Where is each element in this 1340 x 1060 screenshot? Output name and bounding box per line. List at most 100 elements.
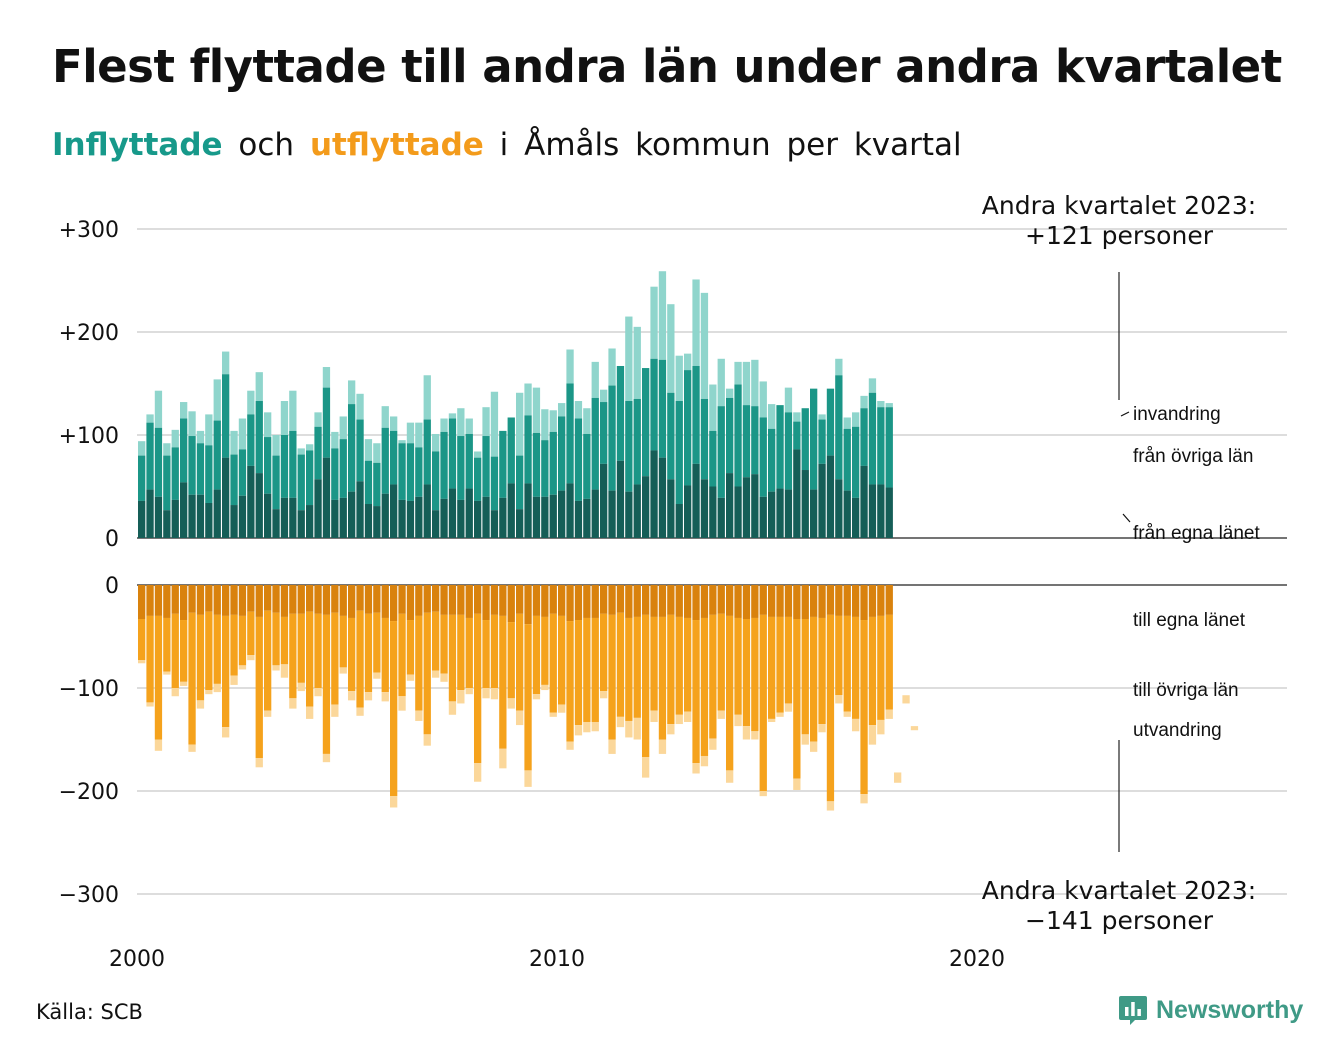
bar-in-own-county bbox=[373, 506, 381, 538]
bar-out-other-county bbox=[474, 613, 482, 764]
bar-out-emigration bbox=[692, 763, 700, 774]
bar-in-other-county bbox=[751, 406, 759, 475]
bar-in-other-county bbox=[163, 455, 171, 511]
bar-in-own-county bbox=[717, 497, 725, 538]
bar-in-immigration bbox=[726, 388, 734, 398]
bar-in-immigration bbox=[768, 404, 776, 429]
bar-out-other-county bbox=[583, 617, 591, 722]
series-label-in: invandring bbox=[1133, 404, 1221, 425]
bar-in-immigration bbox=[465, 418, 473, 434]
bar-in-immigration bbox=[524, 383, 532, 416]
bar-out-emigration bbox=[549, 712, 557, 717]
bar-in-immigration bbox=[255, 372, 263, 402]
bar-out-emigration bbox=[759, 791, 767, 797]
bar-in-own-county bbox=[600, 463, 608, 538]
bar-in-own-county bbox=[415, 496, 423, 538]
brand-logo[interactable]: Newsworthy bbox=[1118, 994, 1303, 1026]
bar-out-own-county bbox=[658, 585, 667, 617]
bar-in-immigration bbox=[457, 408, 465, 437]
bar-out-own-county bbox=[826, 585, 835, 615]
bar-out-own-county bbox=[549, 585, 557, 614]
bar-out-other-county bbox=[826, 614, 835, 802]
bar-in-other-county bbox=[700, 398, 709, 480]
bar-out-own-county bbox=[608, 585, 616, 615]
bar-in-own-county bbox=[381, 493, 389, 538]
bar-out-emigration bbox=[289, 698, 297, 709]
bar-in-immigration bbox=[583, 408, 591, 434]
bar-out-own-county bbox=[230, 585, 238, 615]
bar-out-emigration bbox=[751, 731, 759, 740]
bar-in-own-county bbox=[633, 484, 641, 538]
bar-out-other-county bbox=[793, 618, 801, 779]
bar-in-own-county bbox=[835, 479, 843, 538]
leader-line bbox=[1122, 513, 1131, 523]
bar-in-own-county bbox=[650, 450, 658, 538]
bar-in-own-county bbox=[465, 488, 473, 538]
bar-in-other-county bbox=[591, 397, 599, 490]
bar-in-immigration bbox=[322, 367, 331, 388]
bar-out-own-county bbox=[331, 585, 339, 613]
bar-out-other-county bbox=[154, 615, 163, 740]
bar-out-own-county bbox=[188, 585, 196, 613]
bar-out-other-county bbox=[768, 616, 776, 719]
bar-out-own-county bbox=[415, 585, 423, 616]
bar-in-immigration bbox=[692, 279, 700, 366]
bar-out-own-county bbox=[432, 585, 440, 612]
bar-out-emigration bbox=[272, 665, 280, 671]
bar-out-other-county bbox=[390, 621, 398, 797]
bar-out-own-county bbox=[448, 585, 457, 615]
bar-out-emigration bbox=[684, 711, 692, 722]
bar-out-emigration bbox=[138, 660, 146, 664]
bar-in-immigration bbox=[709, 384, 717, 431]
bar-out-own-county bbox=[726, 585, 734, 616]
bar-out-emigration bbox=[381, 692, 389, 702]
bar-out-own-county bbox=[222, 585, 230, 616]
bar-out-other-county bbox=[222, 615, 230, 728]
bar-out-other-county bbox=[700, 617, 709, 756]
bar-in-own-county bbox=[558, 490, 566, 538]
bar-in-immigration bbox=[180, 402, 188, 419]
bar-in-immigration bbox=[868, 378, 877, 393]
bar-out-emigration bbox=[793, 778, 801, 790]
bar-out-emigration bbox=[717, 710, 725, 719]
x-tick-label: 2020 bbox=[949, 947, 1005, 972]
bar-in-other-county bbox=[499, 430, 507, 498]
bar-in-other-county bbox=[541, 440, 549, 497]
bar-in-immigration bbox=[625, 316, 633, 402]
bar-in-immigration bbox=[532, 387, 541, 433]
bar-in-immigration bbox=[432, 433, 440, 452]
bar-in-own-county bbox=[499, 497, 507, 538]
bar-in-own-county bbox=[146, 489, 154, 538]
leader-line bbox=[1120, 411, 1130, 417]
bar-in-own-county bbox=[583, 498, 591, 538]
bar-out-own-county bbox=[154, 585, 163, 616]
bar-out-own-county bbox=[667, 585, 675, 615]
bar-out-other-county bbox=[633, 616, 641, 718]
bar-in-immigration bbox=[793, 412, 801, 422]
bar-out-emigration bbox=[406, 674, 415, 681]
bar-in-immigration bbox=[608, 348, 616, 386]
bar-in-other-county bbox=[196, 443, 205, 495]
bar-in-immigration bbox=[154, 390, 163, 428]
bar-in-other-county bbox=[188, 436, 196, 495]
bar-in-other-county bbox=[717, 406, 725, 498]
bar-out-other-county bbox=[373, 612, 381, 673]
bar-in-other-county bbox=[608, 385, 616, 491]
bar-out-emigration bbox=[146, 702, 154, 707]
bar-in-other-county bbox=[272, 455, 280, 510]
bar-out-emigration bbox=[726, 770, 734, 783]
bar-in-other-county bbox=[306, 450, 314, 506]
bar-out-emigration bbox=[490, 688, 499, 700]
bar-in-other-county bbox=[810, 388, 818, 490]
bar-in-own-county bbox=[138, 500, 146, 538]
bar-in-own-county bbox=[768, 491, 776, 538]
bar-in-own-county bbox=[709, 486, 717, 538]
bar-in-other-county bbox=[650, 358, 658, 451]
bar-out-other-county bbox=[423, 612, 431, 735]
annotation-top-line1: Andra kvartalet 2023: bbox=[982, 191, 1256, 220]
bar-out-emigration bbox=[238, 665, 247, 670]
bar-out-emigration bbox=[885, 709, 893, 719]
bar-in-other-county bbox=[146, 422, 154, 490]
bar-out-emigration bbox=[541, 684, 549, 691]
bar-out-emigration bbox=[482, 688, 490, 699]
